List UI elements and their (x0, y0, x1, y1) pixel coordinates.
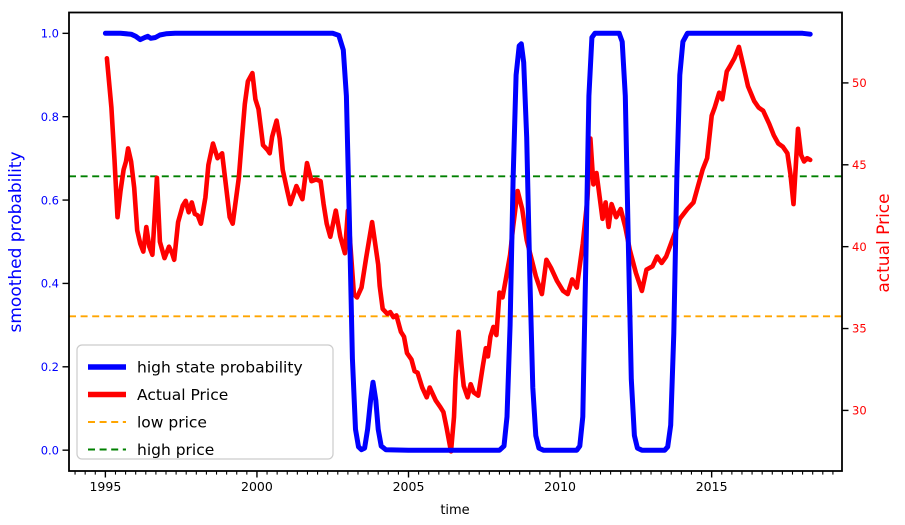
y-left-tick-label: 1.0 (41, 27, 59, 41)
y-right-tick-label: 50 (852, 76, 867, 90)
right-axis-label: actual Price (874, 193, 894, 292)
series-lines-layer (102, 30, 813, 454)
x-tick-label: 2015 (696, 479, 728, 494)
axis-ticks-layer: 1995 2000 2005 2010 2015 0.0 0.2 0.4 0.6 0.8 1.0 30… (41, 27, 867, 494)
left-axis-label: smoothed probability (6, 151, 26, 332)
series-line-high-state-probability (102, 30, 813, 453)
legend-item-label: high price (137, 441, 214, 459)
threshold-lines-layer (69, 175, 842, 318)
y-left-tick-label: 0.0 (41, 443, 59, 457)
legend-item: high price (88, 441, 214, 459)
plot-frame (68, 11, 843, 472)
legend-items: high state probability Actual Price low pr… (88, 359, 303, 459)
legend-item: low price (88, 414, 207, 432)
series-line-actual-price (104, 44, 813, 454)
y-left-tick-label: 0.8 (41, 110, 59, 124)
y-right-tick-label: 30 (852, 404, 867, 418)
legend-item-label: low price (137, 414, 207, 432)
x-tick-label: 1995 (89, 479, 121, 494)
legend: high state probability Actual Price low pr… (76, 344, 334, 460)
y-left-tick-label: 0.4 (41, 277, 59, 291)
y-right-tick-label: 45 (852, 158, 867, 172)
x-tick-label: 2005 (393, 479, 425, 494)
legend-item: Actual Price (88, 386, 228, 404)
x-tick-label: 2010 (544, 479, 576, 494)
legend-item: high state probability (88, 359, 303, 377)
y-right-tick-label: 40 (852, 240, 867, 254)
legend-box (76, 344, 334, 460)
y-left-tick-label: 0.2 (41, 360, 59, 374)
y-left-tick-label: 0.6 (41, 193, 59, 207)
legend-item-label: Actual Price (137, 386, 228, 404)
x-tick-label: 2000 (241, 479, 273, 494)
x-axis-label: time (440, 503, 469, 518)
y-right-tick-label: 35 (852, 322, 867, 336)
legend-item-label: high state probability (137, 359, 303, 377)
